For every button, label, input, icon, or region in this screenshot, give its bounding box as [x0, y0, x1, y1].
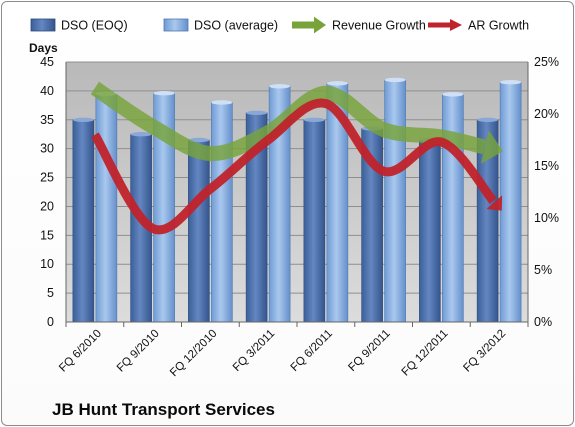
- arrowhead-ar-growth: [486, 195, 503, 211]
- y-tick-label: 25: [40, 171, 54, 185]
- legend: DSO (EOQ) DSO (average) Revenue Growth AR G…: [30, 16, 529, 34]
- y-tick-label: 35: [40, 113, 54, 127]
- x-tick-label: FQ 9/2010: [115, 328, 162, 375]
- bar-dso-average: [384, 79, 406, 323]
- chart-title: JB Hunt Transport Services: [52, 400, 275, 419]
- bar-dso-average-cap: [384, 77, 406, 83]
- bar-dso-average: [442, 94, 464, 323]
- bar-dso-average-cap: [153, 91, 175, 96]
- y-tick-label: 15: [40, 228, 54, 242]
- y-tick-label: 5: [47, 286, 54, 300]
- y-tick-label: 10: [40, 257, 54, 271]
- y2-tick-label: 10%: [534, 211, 559, 225]
- bar-dso-eoq: [303, 119, 326, 323]
- bar-dso-average: [211, 102, 233, 323]
- y2-tick-label: 15%: [534, 159, 559, 173]
- x-tick-label: FQ 3/2012: [461, 328, 508, 375]
- bar-dso-average-cap: [211, 100, 233, 105]
- y-tick-label: 30: [40, 142, 54, 156]
- legend-swatch-arrowhead: [450, 19, 462, 31]
- bar-dso-eoq: [188, 139, 210, 323]
- bar-dso-average-cap: [326, 81, 348, 86]
- y-tick-label: 45: [40, 55, 54, 69]
- legend-label: DSO (average): [194, 19, 278, 33]
- x-tick-label: FQ 12/2011: [400, 328, 451, 379]
- bar-dso-average-cap: [500, 80, 522, 85]
- y-axis-title: Days: [29, 41, 58, 55]
- y-tick-label: 0: [47, 315, 54, 329]
- y-tick-label: 40: [40, 84, 54, 98]
- bar-dso-average: [95, 93, 118, 323]
- bar-dso-eoq-cap: [477, 117, 499, 122]
- bar-dso-eoq-cap: [130, 132, 152, 137]
- y2-tick-label: 0%: [534, 315, 552, 329]
- y2-tick-label: 25%: [534, 55, 559, 69]
- x-tick-label: FQ 6/2011: [289, 328, 335, 374]
- bar-dso-average: [499, 81, 522, 323]
- bar-dso-average-cap: [442, 92, 464, 97]
- y2-tick-label: 20%: [534, 107, 559, 121]
- bar-series: [72, 77, 522, 323]
- bar-dso-eoq-cap: [188, 137, 210, 143]
- line-ar-growth: [90, 98, 497, 235]
- bar-dso-eoq-cap: [246, 110, 268, 116]
- legend-label: Revenue Growth: [332, 19, 426, 33]
- bar-dso-eoq: [72, 119, 95, 323]
- legend-label: DSO (EOQ): [61, 19, 128, 33]
- x-tick-label: FQ 9/2011: [346, 328, 392, 374]
- x-tick-label: FQ 3/2011: [231, 328, 277, 374]
- x-tick-label: FQ 12/2010: [168, 328, 219, 379]
- legend-swatch: [30, 18, 56, 32]
- y2-tick-label: 5%: [534, 263, 552, 277]
- x-tick-label: FQ 6/2010: [57, 328, 104, 375]
- legend-swatch-arrowhead: [314, 16, 326, 34]
- legend-label: AR Growth: [468, 19, 529, 33]
- bar-dso-eoq-cap: [72, 117, 94, 122]
- legend-swatch: [163, 18, 189, 32]
- bar-dso-eoq: [419, 139, 441, 323]
- y-tick-label: 20: [40, 199, 54, 213]
- bar-dso-eoq-cap: [303, 117, 325, 122]
- arrow-series: [90, 81, 504, 235]
- bar-dso-average-cap: [269, 84, 291, 89]
- arrowhead-revenue-growth: [480, 130, 504, 164]
